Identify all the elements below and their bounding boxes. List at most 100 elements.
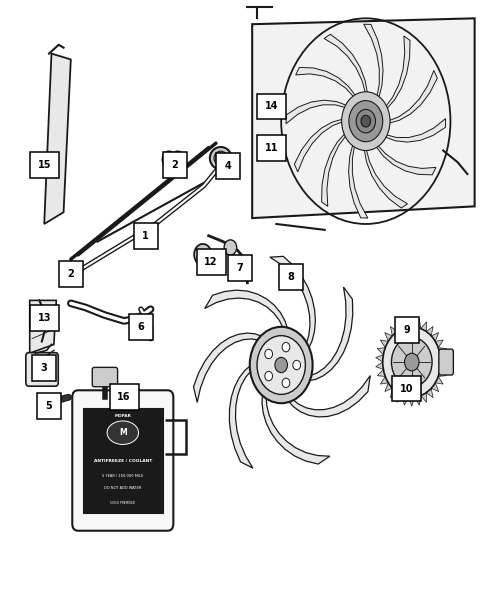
FancyBboxPatch shape [72, 391, 173, 531]
Polygon shape [384, 333, 392, 342]
Circle shape [257, 336, 305, 395]
FancyBboxPatch shape [162, 153, 186, 178]
Polygon shape [375, 355, 382, 362]
Polygon shape [438, 369, 445, 376]
Polygon shape [402, 319, 408, 329]
Text: 4: 4 [224, 161, 231, 171]
Circle shape [249, 327, 312, 403]
Ellipse shape [107, 421, 138, 445]
Polygon shape [204, 290, 287, 329]
Polygon shape [229, 365, 252, 468]
Polygon shape [193, 333, 262, 402]
FancyBboxPatch shape [92, 368, 117, 387]
Circle shape [61, 267, 74, 282]
Text: 11: 11 [264, 143, 278, 153]
FancyBboxPatch shape [257, 135, 286, 161]
Polygon shape [379, 340, 388, 348]
FancyBboxPatch shape [134, 223, 158, 249]
Polygon shape [44, 54, 71, 224]
Text: 12: 12 [204, 257, 217, 267]
Circle shape [264, 372, 272, 380]
Polygon shape [377, 348, 384, 355]
Polygon shape [430, 383, 438, 392]
Ellipse shape [213, 151, 227, 166]
Polygon shape [387, 71, 437, 124]
Polygon shape [434, 376, 442, 384]
Polygon shape [430, 333, 438, 342]
Polygon shape [252, 18, 474, 218]
Polygon shape [434, 340, 442, 348]
Ellipse shape [210, 147, 231, 170]
Circle shape [70, 267, 82, 282]
Text: 10: 10 [399, 383, 413, 393]
Polygon shape [396, 393, 402, 402]
Circle shape [170, 151, 184, 168]
Circle shape [391, 337, 431, 387]
Text: 1: 1 [142, 231, 149, 241]
Circle shape [348, 101, 382, 142]
Polygon shape [295, 67, 356, 98]
Circle shape [382, 327, 440, 398]
Text: 3: 3 [41, 363, 47, 373]
Polygon shape [408, 397, 414, 406]
Polygon shape [261, 393, 329, 464]
Circle shape [162, 151, 175, 168]
Polygon shape [425, 326, 432, 336]
FancyBboxPatch shape [278, 264, 302, 290]
Text: 50/50 PREMIXED: 50/50 PREMIXED [110, 501, 135, 505]
FancyBboxPatch shape [83, 408, 162, 513]
Polygon shape [414, 319, 420, 329]
Polygon shape [30, 300, 56, 353]
FancyBboxPatch shape [129, 314, 153, 340]
Circle shape [282, 342, 289, 352]
Polygon shape [408, 318, 414, 327]
FancyBboxPatch shape [32, 355, 56, 381]
Circle shape [224, 240, 236, 255]
FancyBboxPatch shape [109, 385, 138, 411]
Polygon shape [420, 393, 425, 402]
FancyBboxPatch shape [30, 305, 59, 331]
Polygon shape [439, 355, 447, 362]
Polygon shape [374, 144, 435, 175]
Polygon shape [384, 383, 392, 392]
Polygon shape [375, 362, 382, 369]
Polygon shape [348, 143, 367, 218]
FancyBboxPatch shape [196, 249, 225, 275]
Polygon shape [377, 369, 384, 376]
FancyBboxPatch shape [215, 154, 240, 179]
Text: 2: 2 [171, 160, 178, 170]
Polygon shape [363, 24, 382, 100]
Circle shape [355, 110, 375, 133]
Polygon shape [363, 147, 407, 208]
Polygon shape [287, 376, 369, 417]
Text: 13: 13 [37, 313, 51, 323]
Circle shape [404, 353, 418, 371]
Circle shape [292, 360, 300, 370]
Polygon shape [323, 34, 367, 95]
Polygon shape [286, 100, 348, 124]
Circle shape [264, 349, 272, 359]
Text: DO NOT ADD WATER: DO NOT ADD WATER [104, 487, 141, 490]
FancyBboxPatch shape [257, 94, 286, 120]
Circle shape [341, 92, 389, 151]
Polygon shape [402, 396, 408, 405]
Circle shape [360, 115, 370, 127]
Circle shape [282, 378, 289, 388]
FancyBboxPatch shape [438, 349, 453, 375]
Polygon shape [420, 322, 425, 332]
Polygon shape [439, 362, 447, 369]
Text: 15: 15 [37, 160, 51, 170]
Text: 6: 6 [137, 322, 144, 332]
Polygon shape [321, 133, 346, 206]
Polygon shape [425, 388, 432, 398]
Text: 7: 7 [236, 263, 243, 273]
Text: M: M [119, 428, 126, 437]
Polygon shape [294, 119, 344, 172]
FancyBboxPatch shape [394, 317, 418, 343]
Text: 2: 2 [67, 269, 74, 279]
Text: 9: 9 [403, 325, 409, 335]
FancyBboxPatch shape [392, 376, 421, 402]
Polygon shape [383, 118, 445, 142]
FancyBboxPatch shape [227, 255, 252, 281]
Text: ANTIFREEZE / COOLANT: ANTIFREEZE / COOLANT [93, 458, 151, 462]
